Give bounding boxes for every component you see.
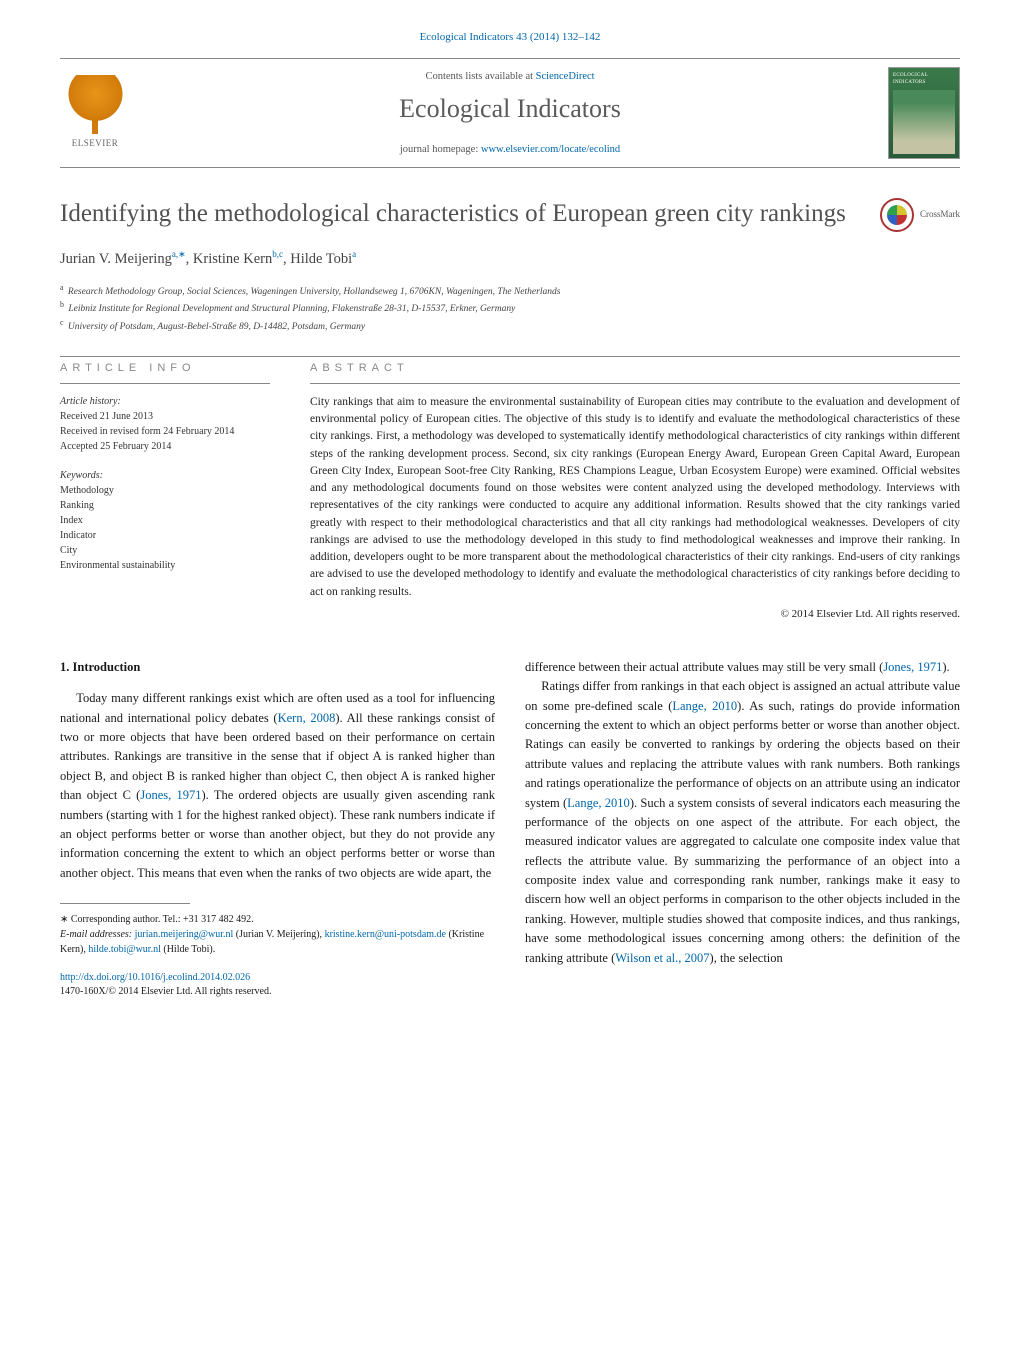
history-line: Accepted 25 February 2014 <box>60 441 171 452</box>
history-line: Received in revised form 24 February 201… <box>60 426 234 437</box>
citation-link[interactable]: Lange, 2010 <box>567 796 630 810</box>
crossmark-label: CrossMark <box>920 208 960 221</box>
publisher-logo-slot: ELSEVIER <box>60 75 150 150</box>
citation-link[interactable]: Lange, 2010 <box>672 699 737 713</box>
email-link[interactable]: kristine.kern@uni-potsdam.de <box>325 929 446 940</box>
footnotes-block: ∗ Corresponding author. Tel.: +31 317 48… <box>60 912 495 957</box>
crossmark-badge-icon <box>880 198 914 232</box>
keyword: City <box>60 545 77 556</box>
author-affil-sup: a <box>352 249 356 259</box>
abstract-heading: abstract <box>310 361 960 384</box>
article-history-block: Article history: Received 21 June 2013 Re… <box>60 394 270 454</box>
body-paragraph: difference between their actual attribut… <box>525 658 960 677</box>
keywords-block: Keywords: Methodology Ranking Index Indicat… <box>60 468 270 573</box>
article-info-heading: article info <box>60 361 270 384</box>
section-1-heading: 1. Introduction <box>60 658 495 677</box>
history-line: Received 21 June 2013 <box>60 411 153 422</box>
history-label: Article history: <box>60 396 121 407</box>
email-addresses-line: E-mail addresses: jurian.meijering@wur.n… <box>60 927 495 957</box>
keyword: Methodology <box>60 485 114 496</box>
journal-header-box: ELSEVIER Contents lists available at Sci… <box>60 58 960 168</box>
crossmark-inner-icon <box>887 205 907 225</box>
title-row: Identifying the methodological character… <box>60 198 960 232</box>
corresponding-author-note: ∗ Corresponding author. Tel.: +31 317 48… <box>60 912 495 927</box>
author-name: Jurian V. Meijering <box>60 251 172 267</box>
info-abstract-row: article info Article history: Received 2… <box>60 356 960 623</box>
contents-available-line: Contents lists available at ScienceDirec… <box>150 69 870 84</box>
author-affil-sup: b,c <box>272 249 283 259</box>
elsevier-logo[interactable]: ELSEVIER <box>60 75 130 150</box>
keywords-label: Keywords: <box>60 468 270 483</box>
affiliation-sup: a <box>60 283 64 292</box>
keyword: Index <box>60 515 83 526</box>
sciencedirect-link[interactable]: ScienceDirect <box>536 71 595 82</box>
affiliation-line: c University of Potsdam, August-Bebel-St… <box>60 317 960 334</box>
email-label: E-mail addresses: <box>60 929 135 940</box>
affiliations-block: a Research Methodology Group, Social Sci… <box>60 282 960 334</box>
elsevier-logo-text: ELSEVIER <box>72 137 119 150</box>
email-link[interactable]: jurian.meijering@wur.nl <box>135 929 234 940</box>
citation-link[interactable]: Kern, 2008 <box>278 711 336 725</box>
citation-link[interactable]: Wilson et al., 2007 <box>615 951 709 965</box>
keyword: Indicator <box>60 530 96 541</box>
cover-label: ECOLOGICAL INDICATORS <box>893 72 955 87</box>
article-title: Identifying the methodological character… <box>60 198 860 229</box>
homepage-prefix: journal homepage: <box>400 144 481 155</box>
body-paragraph: Today many different rankings exist whic… <box>60 689 495 883</box>
email-author-name: (Jurian V. Meijering), <box>233 929 324 940</box>
abstract-copyright: © 2014 Elsevier Ltd. All rights reserved… <box>310 607 960 623</box>
affiliation-sup: b <box>60 300 64 309</box>
citation-line: Ecological Indicators 43 (2014) 132–142 <box>60 30 960 46</box>
cover-image-icon <box>893 90 955 154</box>
affiliation-sup: c <box>60 318 64 327</box>
body-paragraph: Ratings differ from rankings in that eac… <box>525 677 960 968</box>
abstract-column: abstract City rankings that aim to measu… <box>310 361 960 623</box>
authors-line: Jurian V. Meijeringa,∗, Kristine Kernb,c… <box>60 248 960 270</box>
author-name: , Kristine Kern <box>186 251 273 267</box>
journal-center: Contents lists available at ScienceDirec… <box>150 69 870 157</box>
crossmark-widget[interactable]: CrossMark <box>880 198 960 232</box>
affiliation-line: a Research Methodology Group, Social Sci… <box>60 282 960 299</box>
author-affil-sup: a,∗ <box>172 249 186 259</box>
footnote-separator <box>60 903 190 904</box>
author-name: , Hilde Tobi <box>283 251 352 267</box>
citation-link[interactable]: Jones, 1971 <box>140 788 201 802</box>
journal-name: Ecological Indicators <box>150 90 870 128</box>
article-info-column: article info Article history: Received 2… <box>60 361 270 623</box>
doi-link[interactable]: http://dx.doi.org/10.1016/j.ecolind.2014… <box>60 972 250 983</box>
keyword: Environmental sustainability <box>60 560 175 571</box>
journal-cover-thumbnail[interactable]: ECOLOGICAL INDICATORS <box>888 67 960 159</box>
keyword: Ranking <box>60 500 94 511</box>
email-link[interactable]: hilde.tobi@wur.nl <box>88 944 161 955</box>
abstract-text: City rankings that aim to measure the en… <box>310 394 960 601</box>
journal-homepage-line: journal homepage: www.elsevier.com/locat… <box>150 142 870 157</box>
journal-homepage-link[interactable]: www.elsevier.com/locate/ecolind <box>481 144 620 155</box>
body-left-column: 1. Introduction Today many different ran… <box>60 658 495 999</box>
body-two-column: 1. Introduction Today many different ran… <box>60 658 960 999</box>
issn-copyright-line: 1470-160X/© 2014 Elsevier Ltd. All right… <box>60 986 271 997</box>
affiliation-line: b Leibniz Institute for Regional Develop… <box>60 299 960 316</box>
cover-thumb-slot: ECOLOGICAL INDICATORS <box>870 67 960 159</box>
body-right-column: difference between their actual attribut… <box>525 658 960 999</box>
email-author-name: (Hilde Tobi). <box>161 944 215 955</box>
doi-block: http://dx.doi.org/10.1016/j.ecolind.2014… <box>60 971 495 999</box>
elsevier-tree-icon <box>68 75 123 129</box>
contents-prefix: Contents lists available at <box>425 71 535 82</box>
citation-link[interactable]: Jones, 1971 <box>883 660 942 674</box>
